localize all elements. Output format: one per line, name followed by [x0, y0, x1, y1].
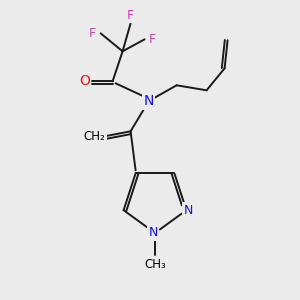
Text: CH₃: CH₃ [144, 257, 166, 271]
Text: F: F [149, 33, 156, 46]
Text: F: F [127, 9, 134, 22]
Text: N: N [184, 204, 193, 217]
Text: F: F [89, 27, 96, 40]
Text: N: N [143, 94, 154, 108]
Text: CH₂: CH₂ [84, 130, 106, 143]
Text: N: N [148, 226, 158, 239]
Text: O: O [79, 74, 90, 88]
